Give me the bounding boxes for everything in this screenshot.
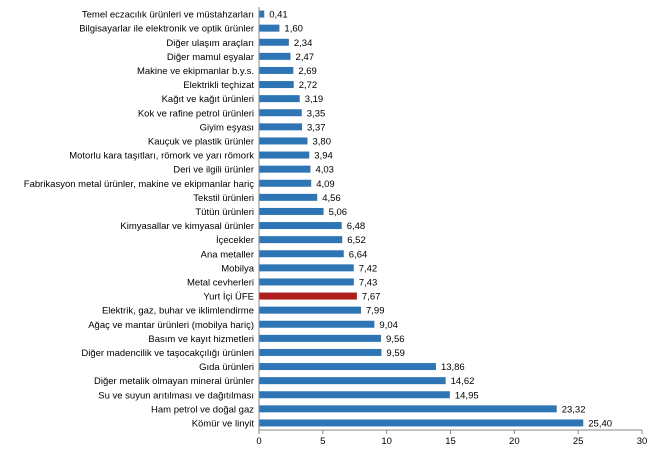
data-label: 0,41 xyxy=(269,10,288,21)
bar xyxy=(259,109,302,117)
category-label: Ana metaller xyxy=(201,249,254,260)
category-label: Yurt İçi ÜFE xyxy=(203,292,254,303)
data-label: 9,04 xyxy=(379,320,398,331)
data-label: 3,35 xyxy=(307,108,326,119)
bar xyxy=(259,334,382,342)
bar xyxy=(259,264,354,272)
bar xyxy=(259,95,300,103)
category-label: Elektrik, gaz, buhar ve iklimlendirme xyxy=(102,306,254,317)
bar xyxy=(259,292,357,300)
data-label: 7,67 xyxy=(362,292,381,303)
data-label: 2,69 xyxy=(298,66,317,77)
x-tick-label: 10 xyxy=(381,436,392,447)
data-label: 2,72 xyxy=(299,80,318,91)
data-label: 25,40 xyxy=(588,418,612,429)
category-label: Tekstil ürünleri xyxy=(193,193,254,204)
bar xyxy=(259,250,344,258)
bar xyxy=(259,320,375,328)
category-label: Ağaç ve mantar ürünleri (mobilya hariç) xyxy=(88,320,254,331)
bar xyxy=(259,405,557,413)
data-label: 5,06 xyxy=(329,207,348,218)
bar xyxy=(259,179,312,187)
category-label: Motorlu kara taşıtları, römork ve yarı r… xyxy=(69,151,254,162)
data-label: 2,34 xyxy=(294,38,313,49)
bar xyxy=(259,419,584,427)
bar xyxy=(259,123,303,131)
category-label: Gıda ürünleri xyxy=(199,362,254,373)
data-label: 3,94 xyxy=(314,151,333,162)
bar xyxy=(259,391,450,399)
data-label: 4,03 xyxy=(315,165,334,176)
data-label: 7,42 xyxy=(359,263,378,274)
bar xyxy=(259,348,382,356)
category-label: Temel eczacılık ürünleri ve müstahzarlar… xyxy=(82,10,254,21)
bar xyxy=(259,377,446,385)
category-label: İçecekler xyxy=(216,235,254,246)
category-label: Kağıt ve kağıt ürünleri xyxy=(162,94,254,105)
category-label: Diğer ulaşım araçları xyxy=(166,38,254,49)
bar xyxy=(259,236,343,244)
bar xyxy=(259,222,342,230)
category-label: Kauçuk ve plastik ürünler xyxy=(148,136,254,147)
category-label: Basım ve kayıt hizmetleri xyxy=(148,334,254,345)
bar xyxy=(259,38,289,46)
category-label: Kimyasallar ve kimyasal ürünler xyxy=(120,221,254,232)
category-label: Su ve suyun arıtılması ve dağıtılması xyxy=(98,390,254,401)
x-tick-label: 25 xyxy=(573,436,584,447)
category-label: Fabrikasyon metal ürünler, makine ve eki… xyxy=(24,179,254,190)
bar xyxy=(259,81,294,89)
category-label: Metal cevherleri xyxy=(187,277,254,288)
data-label: 9,56 xyxy=(386,334,405,345)
data-label: 1,60 xyxy=(284,24,303,35)
data-label: 2,47 xyxy=(296,52,315,63)
data-label: 13,86 xyxy=(441,362,465,373)
data-label: 6,52 xyxy=(347,235,366,246)
data-label: 3,80 xyxy=(313,136,332,147)
x-tick-label: 20 xyxy=(509,436,520,447)
bar xyxy=(259,137,308,145)
bar xyxy=(259,151,310,159)
data-label: 14,62 xyxy=(451,376,475,387)
category-label: Mobilya xyxy=(221,263,254,274)
data-label: 4,56 xyxy=(322,193,341,204)
bar xyxy=(259,193,318,201)
data-label: 7,43 xyxy=(359,277,378,288)
category-label: Kömür ve linyit xyxy=(192,418,255,429)
category-label: Makine ve ekipmanlar b.y.s. xyxy=(137,66,254,77)
data-label: 23,32 xyxy=(562,404,586,415)
category-label: Tütün ürünleri xyxy=(195,207,254,218)
bar xyxy=(259,10,265,18)
bar xyxy=(259,363,436,371)
category-label: Diğer mamul eşyalar xyxy=(167,52,254,63)
bar xyxy=(259,306,362,314)
data-label: 6,48 xyxy=(347,221,366,232)
bar xyxy=(259,278,354,286)
category-label: Giyim eşyası xyxy=(200,122,254,133)
bar xyxy=(259,66,294,74)
category-label: Deri ve ilgili ürünler xyxy=(173,165,254,176)
x-tick-label: 15 xyxy=(445,436,456,447)
bar xyxy=(259,24,280,32)
bar xyxy=(259,165,311,173)
category-label: Diğer metalik olmayan mineral ürünler xyxy=(94,376,254,387)
data-label: 6,64 xyxy=(349,249,368,260)
bar xyxy=(259,52,291,60)
data-label: 3,37 xyxy=(307,122,326,133)
x-tick-label: 30 xyxy=(637,436,648,447)
x-tick-label: 5 xyxy=(320,436,325,447)
data-label: 9,59 xyxy=(386,348,405,359)
x-tick-label: 0 xyxy=(256,436,261,447)
bar xyxy=(259,207,324,215)
category-label: Kok ve rafine petrol ürünleri xyxy=(138,108,254,119)
category-label: Ham petrol ve doğal gaz xyxy=(151,404,254,415)
category-label: Bilgisayarlar ile elektronik ve optik ür… xyxy=(79,24,254,35)
category-label: Elektrikli teçhizat xyxy=(183,80,254,91)
data-label: 4,09 xyxy=(316,179,335,190)
data-label: 7,99 xyxy=(366,306,385,317)
category-label: Diğer madencilik ve taşocakçılığı ürünle… xyxy=(81,348,254,359)
data-label: 14,95 xyxy=(455,390,479,401)
data-label: 3,19 xyxy=(305,94,324,105)
